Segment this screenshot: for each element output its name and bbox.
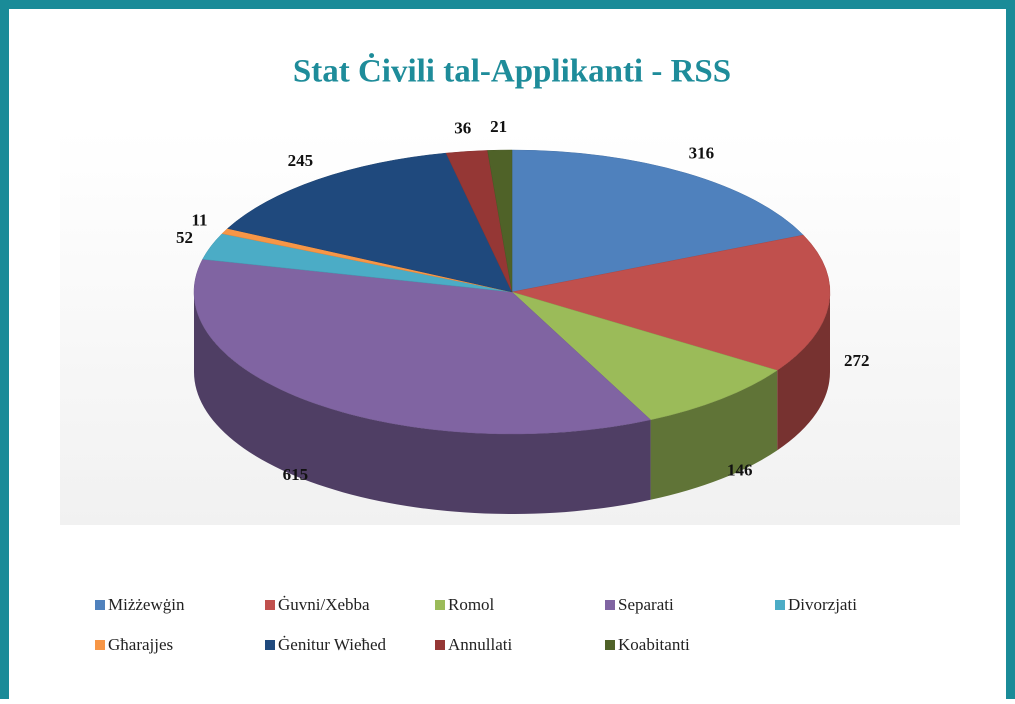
legend-label: Miżżewġin: [108, 595, 185, 614]
legend-label: Divorzjati: [788, 595, 857, 614]
data-label: 11: [191, 211, 207, 230]
data-label: 21: [490, 117, 507, 136]
slice-side: [777, 292, 830, 451]
data-label: 52: [176, 228, 193, 247]
slice: [511, 149, 804, 293]
legend-swatch: [435, 600, 445, 610]
data-label: 316: [689, 144, 715, 163]
legend-swatch: [435, 640, 445, 650]
data-label: 272: [844, 351, 870, 370]
chart-title: Stat Ċivili tal-Applikanti - RSS: [293, 52, 731, 90]
data-label: 36: [454, 119, 471, 138]
legend-swatch: [605, 640, 615, 650]
slice-side: [650, 370, 778, 500]
data-label: 245: [288, 151, 314, 170]
legend-label: Ġenitur Wieħed: [278, 635, 387, 654]
legend-label: Koabitanti: [618, 635, 690, 654]
data-label: 615: [283, 465, 309, 484]
slice: [511, 291, 778, 421]
slice-side: [194, 292, 651, 514]
legend-swatch: [265, 600, 275, 610]
legend-swatch: [265, 640, 275, 650]
legend-swatch: [605, 600, 615, 610]
legend-label: Separati: [618, 595, 674, 614]
legend-label: Għarajjes: [108, 635, 173, 654]
legend-swatch: [95, 640, 105, 650]
slice: [227, 152, 513, 293]
slice: [487, 149, 513, 293]
slice: [193, 258, 652, 435]
data-label: 146: [727, 460, 753, 479]
legend-label: Annullati: [448, 635, 512, 654]
slice: [511, 234, 831, 371]
legend-label: Ġuvni/Xebba: [278, 595, 370, 614]
legend-swatch: [775, 600, 785, 610]
legend-label: Romol: [448, 595, 495, 614]
legend-swatch: [95, 600, 105, 610]
